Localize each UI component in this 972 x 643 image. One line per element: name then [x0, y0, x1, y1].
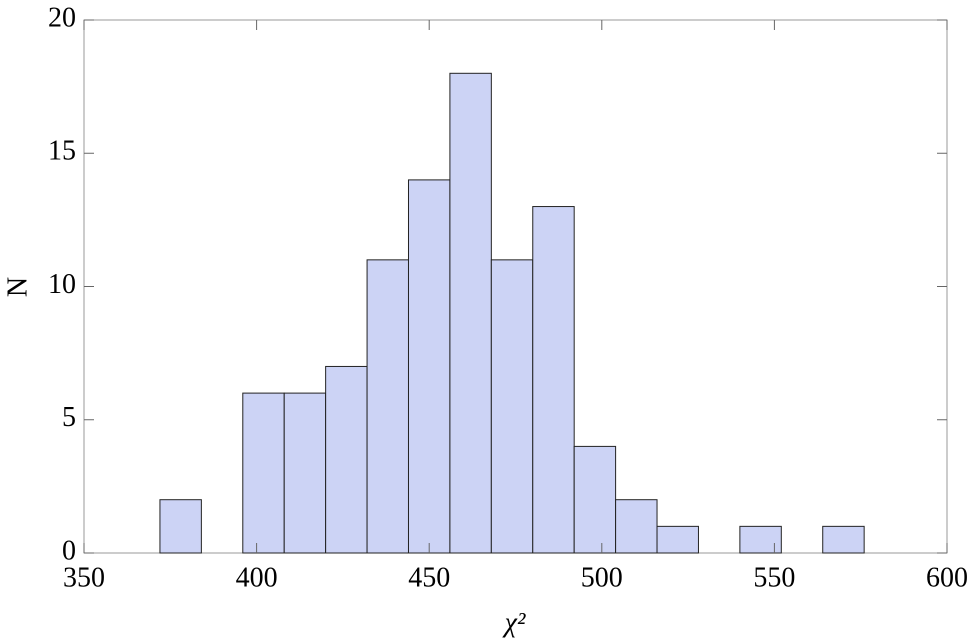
x-tick-label: 600	[926, 562, 968, 593]
bar	[407, 179, 451, 554]
bar	[573, 445, 617, 554]
x-tick-label: 400	[236, 562, 278, 593]
y-tick-label: 5	[62, 402, 76, 433]
bar	[490, 259, 534, 554]
bar	[283, 392, 327, 554]
x-tick-label: 350	[63, 562, 105, 593]
bar	[532, 206, 575, 554]
bar	[615, 499, 658, 554]
x-tick-label: 500	[581, 562, 623, 593]
x-axis-label: χ²	[502, 607, 526, 638]
bar	[822, 525, 865, 554]
bar	[366, 259, 409, 554]
bar	[656, 525, 699, 554]
y-tick-label: 20	[48, 2, 76, 33]
x-tick-label: 450	[408, 562, 450, 593]
x-tick-label: 550	[753, 562, 795, 593]
bar	[159, 499, 202, 554]
y-tick-label: 10	[48, 269, 76, 300]
y-tick-label: 15	[48, 136, 76, 167]
bar	[325, 365, 368, 554]
y-axis-label: N	[2, 277, 33, 297]
bar	[739, 525, 782, 554]
bar	[449, 72, 492, 554]
bar	[242, 392, 285, 554]
y-tick-label: 0	[62, 535, 76, 566]
